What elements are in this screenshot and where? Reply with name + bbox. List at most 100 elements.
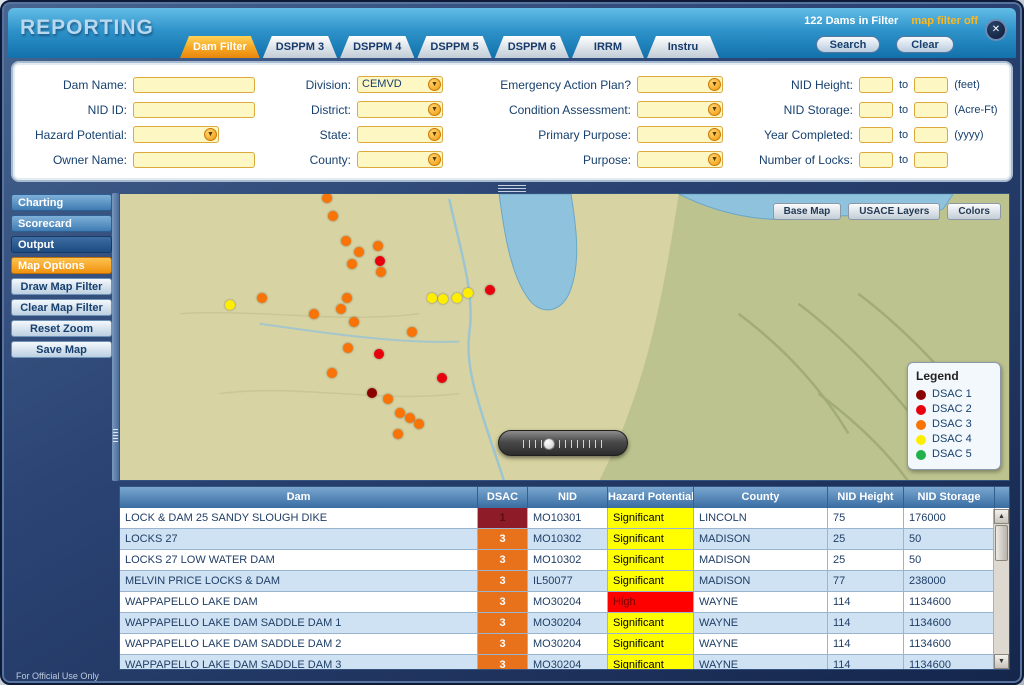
clear-button[interactable]: Clear [896,36,954,53]
usace-layers-button[interactable]: USACE Layers [848,203,941,220]
tab-dsppm-6[interactable]: DSPPM 6 [495,36,569,58]
dam-marker[interactable] [328,211,339,222]
vertical-splitter-handle[interactable] [113,429,118,443]
district-dropdown[interactable]: ▼ [357,101,443,118]
dam-marker[interactable] [308,309,319,320]
number-of-locks-to-input[interactable] [914,151,949,168]
dam-name-input[interactable] [133,76,255,93]
purpose-dropdown[interactable]: ▼ [637,151,723,168]
map-filter-status[interactable]: map filter off [911,15,978,27]
table-row[interactable]: WAPPAPELLO LAKE DAM 3 MO30204 High WAYNE 114 1… [120,592,1009,613]
col-header-county[interactable]: County [694,487,828,508]
county-dropdown[interactable]: ▼ [357,151,443,168]
sidebar-item-output[interactable]: Output [11,236,112,253]
condition-assessment-dropdown[interactable]: ▼ [637,101,723,118]
search-button[interactable]: Search [816,36,880,53]
dam-marker[interactable] [372,241,383,252]
tab-irrm[interactable]: IRRM [572,36,644,58]
nid-id-input[interactable] [133,101,255,118]
chevron-down-icon[interactable]: ▼ [204,128,217,141]
table-scrollbar[interactable]: ▲ ▼ [993,509,1009,669]
table-row[interactable]: WAPPAPELLO LAKE DAM SADDLE DAM 1 3 MO30204… [120,613,1009,634]
dam-marker[interactable] [406,327,417,338]
zoom-slider-handle[interactable] [543,438,555,450]
col-header-nid[interactable]: NID [528,487,608,508]
dam-marker[interactable] [322,194,333,203]
dam-marker[interactable] [367,388,378,399]
zoom-slider[interactable] [498,430,628,456]
table-row[interactable]: WAPPAPELLO LAKE DAM SADDLE DAM 2 3 MO30204… [120,634,1009,655]
scrollbar-thumb[interactable] [995,525,1008,561]
owner-name-input[interactable] [133,151,255,168]
nid-height-to-input[interactable] [914,76,949,93]
year-completed-from-input[interactable] [859,126,893,143]
emergency-action-plan-dropdown[interactable]: ▼ [637,76,723,93]
table-row[interactable]: MELVIN PRICE LOCKS & DAM 3 IL50077 Signific… [120,571,1009,592]
dam-marker[interactable] [382,394,393,405]
col-header-nid-height[interactable]: NID Height [828,487,904,508]
dam-marker[interactable] [376,267,387,278]
colors-button[interactable]: Colors [947,203,1001,220]
dam-marker[interactable] [404,412,415,423]
tab-dsppm-4[interactable]: DSPPM 4 [340,36,414,58]
nid-height-from-input[interactable] [859,76,893,93]
table-row[interactable]: LOCKS 27 3 MO10302 Significant MADISON 25 50 [120,529,1009,550]
sidebar-item-scorecard[interactable]: Scorecard [11,215,112,232]
vertical-splitter[interactable] [112,193,119,481]
scroll-up-icon[interactable]: ▲ [994,509,1009,524]
sidebar-item-map-options[interactable]: Map Options [11,257,112,274]
dam-marker[interactable] [374,255,385,266]
dam-marker[interactable] [341,293,352,304]
dam-marker[interactable] [427,293,438,304]
sidebar-item-reset-zoom[interactable]: Reset Zoom [11,320,112,337]
chevron-down-icon[interactable]: ▼ [708,103,721,116]
dam-marker[interactable] [436,372,447,383]
dam-marker[interactable] [336,303,347,314]
col-header-nid-storage[interactable]: NID Storage [904,487,995,508]
tab-instru[interactable]: Instru [647,36,719,58]
dam-marker[interactable] [348,317,359,328]
scroll-down-icon[interactable]: ▼ [994,654,1009,669]
dam-marker[interactable] [373,348,384,359]
dam-marker[interactable] [413,418,424,429]
chevron-down-icon[interactable]: ▼ [708,128,721,141]
state-dropdown[interactable]: ▼ [357,126,443,143]
sidebar-item-save-map[interactable]: Save Map [11,341,112,358]
dam-marker[interactable] [225,299,236,310]
sidebar-item-clear-map-filter[interactable]: Clear Map Filter [11,299,112,316]
table-row[interactable]: LOCKS 27 LOW WATER DAM 3 MO10302 Significan… [120,550,1009,571]
chevron-down-icon[interactable]: ▼ [428,78,441,91]
table-row[interactable]: WAPPAPELLO LAKE DAM SADDLE DAM 3 3 MO30204… [120,655,1009,669]
dam-marker[interactable] [342,342,353,353]
chevron-down-icon[interactable]: ▼ [428,153,441,166]
col-header-dsac[interactable]: DSAC [478,487,528,508]
table-row[interactable]: LOCK & DAM 25 SANDY SLOUGH DIKE 1 MO10301 S… [120,508,1009,529]
col-header-dam[interactable]: Dam [120,487,478,508]
dam-marker[interactable] [257,293,268,304]
sidebar-item-charting[interactable]: Charting [11,194,112,211]
tab-dam-filter[interactable]: Dam Filter [180,36,260,58]
dam-marker[interactable] [340,235,351,246]
dam-marker[interactable] [354,247,365,258]
dam-marker[interactable] [463,287,474,298]
chevron-down-icon[interactable]: ▼ [428,128,441,141]
tab-dsppm-3[interactable]: DSPPM 3 [263,36,337,58]
nid-storage-to-input[interactable] [914,101,949,118]
chevron-down-icon[interactable]: ▼ [428,103,441,116]
dam-marker[interactable] [484,285,495,296]
col-header-hazard-potential[interactable]: Hazard Potential [608,487,694,508]
dam-marker[interactable] [395,408,406,419]
primary-purpose-dropdown[interactable]: ▼ [637,126,723,143]
nid-storage-from-input[interactable] [859,101,893,118]
chevron-down-icon[interactable]: ▼ [708,78,721,91]
sidebar-item-draw-map-filter[interactable]: Draw Map Filter [11,278,112,295]
tab-dsppm-5[interactable]: DSPPM 5 [417,36,491,58]
map-viewport[interactable]: Base Map USACE Layers Colors Legend DSAC 1… [119,193,1010,481]
hazard-potential-dropdown[interactable]: ▼ [133,126,219,143]
chevron-down-icon[interactable]: ▼ [708,153,721,166]
dam-marker[interactable] [451,293,462,304]
year-completed-to-input[interactable] [914,126,949,143]
base-map-button[interactable]: Base Map [772,203,842,220]
horizontal-splitter-handle[interactable] [498,185,526,192]
dam-marker[interactable] [326,368,337,379]
